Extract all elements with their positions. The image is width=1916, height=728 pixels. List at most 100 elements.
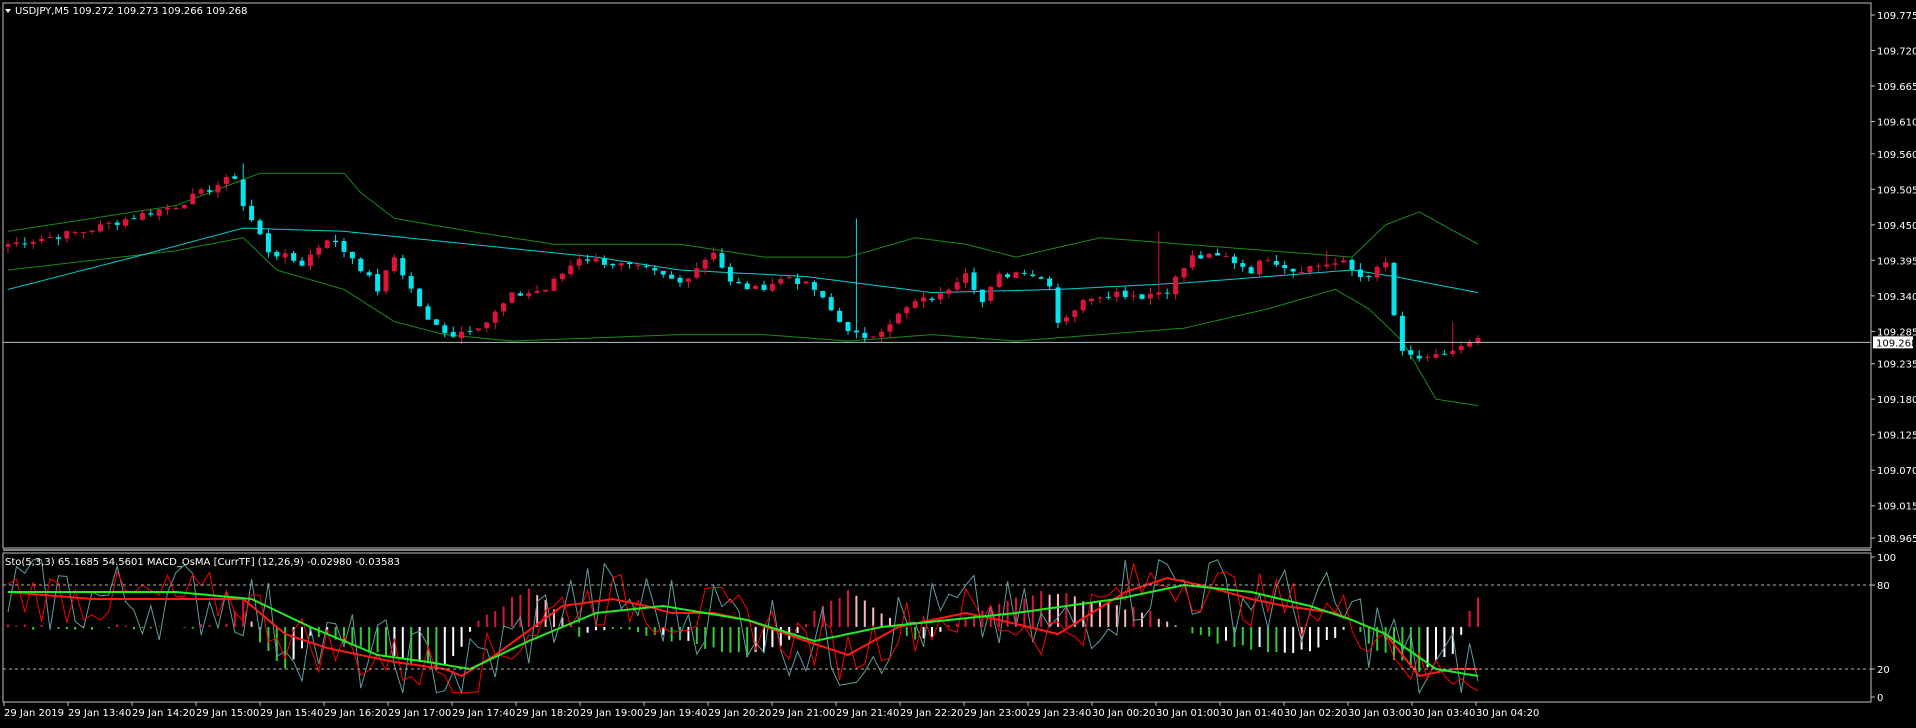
candle-body[interactable] — [1231, 256, 1237, 264]
candle-body[interactable] — [1114, 291, 1120, 298]
candle-body[interactable] — [660, 270, 666, 275]
candle-body[interactable] — [72, 232, 78, 234]
candle-body[interactable] — [106, 222, 112, 224]
candle-body[interactable] — [1475, 337, 1481, 343]
candle-body[interactable] — [862, 332, 868, 338]
candle-body[interactable] — [593, 258, 599, 262]
candle-body[interactable] — [1324, 264, 1330, 267]
candle-body[interactable] — [904, 307, 910, 314]
candle-body[interactable] — [1315, 265, 1321, 267]
candle-body[interactable] — [509, 292, 515, 303]
candle-body[interactable] — [534, 291, 540, 294]
candle-body[interactable] — [795, 278, 801, 284]
candles[interactable] — [5, 163, 1481, 362]
candle-body[interactable] — [1063, 317, 1069, 322]
candle-body[interactable] — [400, 258, 406, 276]
candle-body[interactable] — [366, 272, 372, 276]
candle-body[interactable] — [1458, 345, 1464, 350]
candle-body[interactable] — [1072, 310, 1078, 317]
candle-body[interactable] — [895, 313, 901, 324]
candle-body[interactable] — [375, 274, 381, 292]
candle-body[interactable] — [1013, 272, 1019, 278]
candle-body[interactable] — [551, 278, 557, 291]
candle-body[interactable] — [492, 311, 498, 323]
candle-body[interactable] — [1080, 300, 1086, 311]
candle-body[interactable] — [744, 283, 750, 290]
candle-body[interactable] — [1248, 267, 1254, 274]
candle-body[interactable] — [232, 176, 238, 179]
candle-body[interactable] — [1005, 274, 1011, 278]
candle-body[interactable] — [837, 310, 843, 322]
candle-body[interactable] — [786, 276, 792, 279]
candle-body[interactable] — [1198, 255, 1204, 259]
candle-body[interactable] — [1122, 290, 1128, 297]
candle-body[interactable] — [845, 321, 851, 332]
candle-body[interactable] — [215, 185, 221, 193]
candle-body[interactable] — [442, 325, 448, 334]
candle-body[interactable] — [282, 253, 288, 258]
candle-body[interactable] — [1307, 266, 1313, 273]
candle-body[interactable] — [946, 289, 952, 295]
candle-body[interactable] — [610, 263, 616, 266]
candle-body[interactable] — [97, 224, 103, 232]
candle-body[interactable] — [694, 268, 700, 278]
candle-body[interactable] — [912, 301, 918, 308]
candle-body[interactable] — [64, 231, 70, 239]
candle-body[interactable] — [1399, 315, 1405, 351]
candle-body[interactable] — [1467, 342, 1473, 347]
candle-body[interactable] — [543, 289, 549, 292]
candle-body[interactable] — [1349, 259, 1355, 270]
candle-body[interactable] — [828, 297, 834, 311]
candle-body[interactable] — [425, 306, 431, 320]
candle-body[interactable] — [459, 331, 465, 339]
candle-body[interactable] — [601, 258, 607, 265]
candle-body[interactable] — [131, 218, 137, 220]
candle-body[interactable] — [585, 259, 591, 261]
candle-body[interactable] — [433, 319, 439, 325]
candle-body[interactable] — [1299, 272, 1305, 274]
candle-body[interactable] — [324, 240, 330, 248]
candle-body[interactable] — [1416, 355, 1422, 359]
candle-body[interactable] — [811, 282, 817, 290]
candle-body[interactable] — [274, 251, 280, 257]
candle-body[interactable] — [1156, 292, 1162, 295]
candle-body[interactable] — [257, 220, 263, 235]
candle-body[interactable] — [753, 285, 759, 290]
candle-body[interactable] — [1047, 278, 1053, 287]
candle-body[interactable] — [1425, 356, 1431, 358]
candle-body[interactable] — [568, 265, 574, 275]
candle-body[interactable] — [1164, 292, 1170, 294]
candle-body[interactable] — [114, 222, 120, 225]
candle-body[interactable] — [1215, 252, 1221, 256]
candle-body[interactable] — [870, 336, 876, 338]
candle-body[interactable] — [736, 281, 742, 284]
candle-body[interactable] — [223, 177, 229, 184]
candle-body[interactable] — [181, 204, 187, 209]
candle-body[interactable] — [761, 284, 767, 291]
candle-body[interactable] — [333, 240, 339, 243]
candle-body[interactable] — [13, 242, 19, 244]
candle-body[interactable] — [971, 272, 977, 290]
candle-body[interactable] — [1097, 297, 1103, 299]
candle-body[interactable] — [358, 258, 364, 272]
candle-body[interactable] — [1240, 263, 1246, 267]
collapse-triangle-icon[interactable] — [5, 9, 11, 13]
candle-body[interactable] — [139, 213, 145, 220]
candle-body[interactable] — [39, 238, 45, 242]
candle-body[interactable] — [1408, 350, 1414, 355]
candle-body[interactable] — [1265, 260, 1271, 262]
candle-body[interactable] — [803, 281, 809, 284]
candle-body[interactable] — [123, 219, 129, 226]
candle-body[interactable] — [484, 322, 490, 329]
candle-body[interactable] — [937, 293, 943, 300]
candle-body[interactable] — [383, 270, 389, 292]
candle-body[interactable] — [307, 254, 313, 266]
candle-body[interactable] — [30, 241, 36, 244]
candle-body[interactable] — [929, 298, 935, 301]
candle-body[interactable] — [89, 230, 95, 232]
candle-body[interactable] — [820, 291, 826, 298]
candle-body[interactable] — [1038, 277, 1044, 279]
candle-body[interactable] — [1055, 287, 1061, 323]
candle-body[interactable] — [316, 247, 322, 255]
